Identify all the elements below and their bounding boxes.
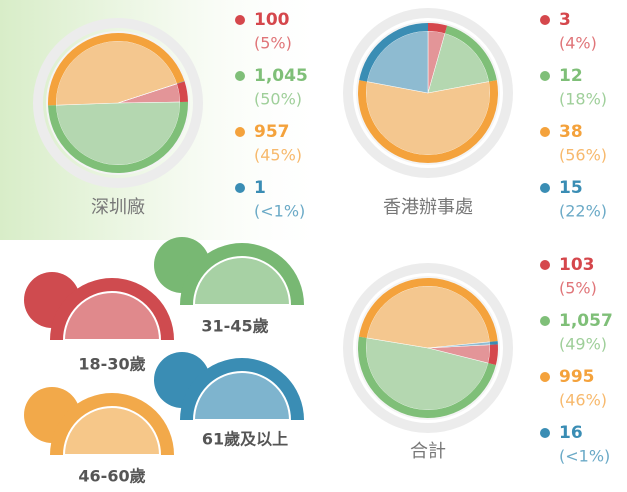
legend-percent: (56%): [559, 146, 607, 165]
legend-percent: (<1%): [559, 447, 610, 466]
legend-dot: [540, 260, 550, 270]
legend-percent: (18%): [559, 90, 607, 109]
legend-dot: [540, 15, 550, 25]
age-label: 18-30歲: [78, 355, 145, 374]
legend-dot: [540, 316, 550, 326]
legend-value: 995: [559, 367, 595, 387]
pie-ring: [48, 101, 188, 173]
legend-dot: [235, 71, 245, 81]
legend-percent: (45%): [254, 146, 302, 165]
legend-dot: [235, 183, 245, 193]
legend-dot: [540, 127, 550, 137]
age-body: [50, 278, 174, 340]
age-label: 31-45歲: [201, 317, 268, 336]
pie-halo: [343, 263, 513, 433]
pie-ring: [428, 23, 448, 34]
pie-slice: [365, 337, 489, 411]
age-label: 46-60歲: [78, 467, 145, 486]
pie-slice: [427, 33, 490, 94]
pie-ring: [176, 81, 185, 84]
pie-halo: [343, 8, 513, 178]
pie-title: 香港辦事處: [383, 197, 473, 218]
legend-dot: [540, 183, 550, 193]
legend-dot: [235, 127, 245, 137]
legend-dot: [540, 428, 550, 438]
legend-value: 38: [559, 122, 583, 142]
pie-ring: [444, 25, 497, 82]
pie-ring: [488, 344, 498, 366]
age-inner: [192, 256, 292, 306]
legend-dot: [540, 372, 550, 382]
legend-dot: [540, 71, 550, 81]
legend-dot: [235, 15, 245, 25]
legend-percent: (50%): [254, 90, 302, 109]
pie-halo: [33, 18, 203, 188]
age-body: [180, 243, 304, 305]
pie-slice: [366, 285, 490, 349]
pie-ring: [489, 341, 498, 345]
legend-percent: (46%): [559, 391, 607, 410]
age-inner: [192, 371, 292, 421]
pie-title: 合計: [410, 441, 446, 462]
legend-percent: (49%): [559, 335, 607, 354]
age-inner: [62, 291, 162, 341]
pie-slice: [55, 40, 178, 106]
age-body: [180, 358, 304, 420]
legend-percent: (22%): [559, 202, 607, 221]
legend-value: 16: [559, 423, 583, 443]
pie-ring: [358, 278, 498, 342]
pie-title: 深圳廠: [91, 196, 145, 218]
legend-percent: (5%): [559, 279, 597, 298]
legend-percent: (<1%): [254, 202, 305, 221]
legend-percent: (5%): [254, 34, 292, 53]
legend-value: 3: [559, 10, 571, 30]
pie-slice: [366, 30, 429, 94]
legend-value: 1,057: [559, 311, 613, 331]
legend-value: 103: [559, 255, 595, 275]
pie-ring: [359, 23, 428, 82]
legend-value: 15: [559, 178, 583, 198]
legend-value: 1: [254, 178, 266, 198]
age-label: 61歲及以上: [202, 430, 288, 449]
legend-percent: (4%): [559, 34, 597, 53]
age-body: [50, 393, 174, 455]
legend-value: 100: [254, 10, 290, 30]
pie-ring: [48, 33, 185, 106]
legend-value: 957: [254, 122, 290, 142]
legend-value: 1,045: [254, 66, 308, 86]
age-inner: [62, 406, 162, 456]
pie-ring: [176, 81, 188, 103]
legend-value: 12: [559, 66, 583, 86]
